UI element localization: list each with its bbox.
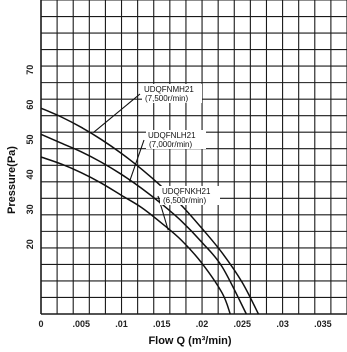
grid bbox=[40, 0, 347, 315]
y-tick-label: 60 bbox=[25, 100, 35, 110]
x-tick-label: .005 bbox=[72, 319, 90, 329]
annotation-speed-label: (7,500r/min) bbox=[145, 94, 188, 103]
y-tick-label: 70 bbox=[25, 65, 35, 75]
series-line-2 bbox=[40, 133, 248, 315]
y-axis-label: Pressure(Pa) bbox=[6, 146, 18, 214]
annotation-label-background bbox=[160, 186, 220, 205]
series-line-1 bbox=[40, 107, 260, 315]
x-tick-label: .03 bbox=[276, 319, 289, 329]
x-tick-label: .015 bbox=[153, 319, 171, 329]
annotation-label-background bbox=[146, 130, 206, 149]
annotation-speed-label: (7,000r/min) bbox=[149, 140, 192, 149]
x-tick-label: .025 bbox=[234, 319, 252, 329]
x-tick-label: .01 bbox=[115, 319, 128, 329]
annotation-label-background bbox=[142, 84, 202, 103]
series-lines bbox=[40, 107, 260, 315]
annotation-model-label: UDQFNKH21 bbox=[162, 187, 211, 196]
y-tick-labels: 20 30 40 50 60 70 bbox=[25, 65, 35, 249]
y-tick-label: 50 bbox=[25, 135, 35, 145]
y-tick-label: 30 bbox=[25, 204, 35, 214]
annotation-leader-line bbox=[129, 139, 145, 182]
annotation-model-label: UDQFNLH21 bbox=[148, 131, 196, 140]
x-tick-labels: 0 .005 .01 .015 .02 .025 .03 .035 bbox=[38, 319, 331, 329]
x-axis-label: Flow Q (m³/min) bbox=[148, 335, 231, 347]
annotation-speed-label: (6,500r/min) bbox=[163, 196, 206, 205]
y-tick-label: 40 bbox=[25, 169, 35, 179]
annotation-leader-line bbox=[157, 195, 169, 231]
y-tick-label: 20 bbox=[25, 239, 35, 249]
x-tick-label: 0 bbox=[38, 319, 43, 329]
series-line-3 bbox=[40, 156, 231, 315]
annotation-leader-line bbox=[92, 93, 141, 134]
series-annotations: UDQFNMH21(7,500r/min) UDQFNLH21(7,000r/mi… bbox=[92, 84, 220, 231]
x-tick-label: .035 bbox=[314, 319, 332, 329]
x-tick-label: .02 bbox=[196, 319, 209, 329]
annotation-model-label: UDQFNMH21 bbox=[144, 85, 194, 94]
